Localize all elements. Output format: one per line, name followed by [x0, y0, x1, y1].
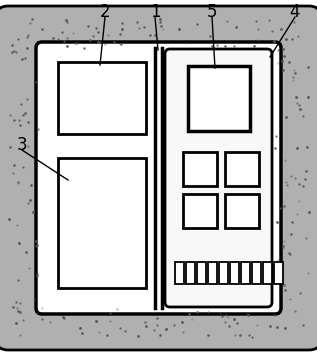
Bar [183, 194, 217, 228]
Bar [58, 158, 146, 288]
Bar [197, 262, 206, 284]
Bar [263, 262, 272, 284]
Bar [186, 262, 195, 284]
Bar [225, 152, 259, 186]
FancyBboxPatch shape [165, 49, 272, 307]
Text: 2: 2 [100, 3, 110, 21]
Bar [241, 262, 250, 284]
Text: 1: 1 [150, 3, 160, 21]
Text: 3: 3 [17, 136, 27, 154]
Bar [219, 262, 228, 284]
Text: 5: 5 [207, 3, 217, 21]
FancyBboxPatch shape [0, 6, 317, 350]
Bar [252, 262, 261, 284]
Bar [274, 262, 283, 284]
Text: 4: 4 [290, 3, 300, 21]
Bar [58, 62, 146, 134]
Bar [225, 194, 259, 228]
Bar [230, 262, 239, 284]
Bar [188, 66, 250, 131]
Bar [208, 262, 217, 284]
Bar [183, 152, 217, 186]
FancyBboxPatch shape [36, 42, 281, 314]
Bar [175, 262, 184, 284]
